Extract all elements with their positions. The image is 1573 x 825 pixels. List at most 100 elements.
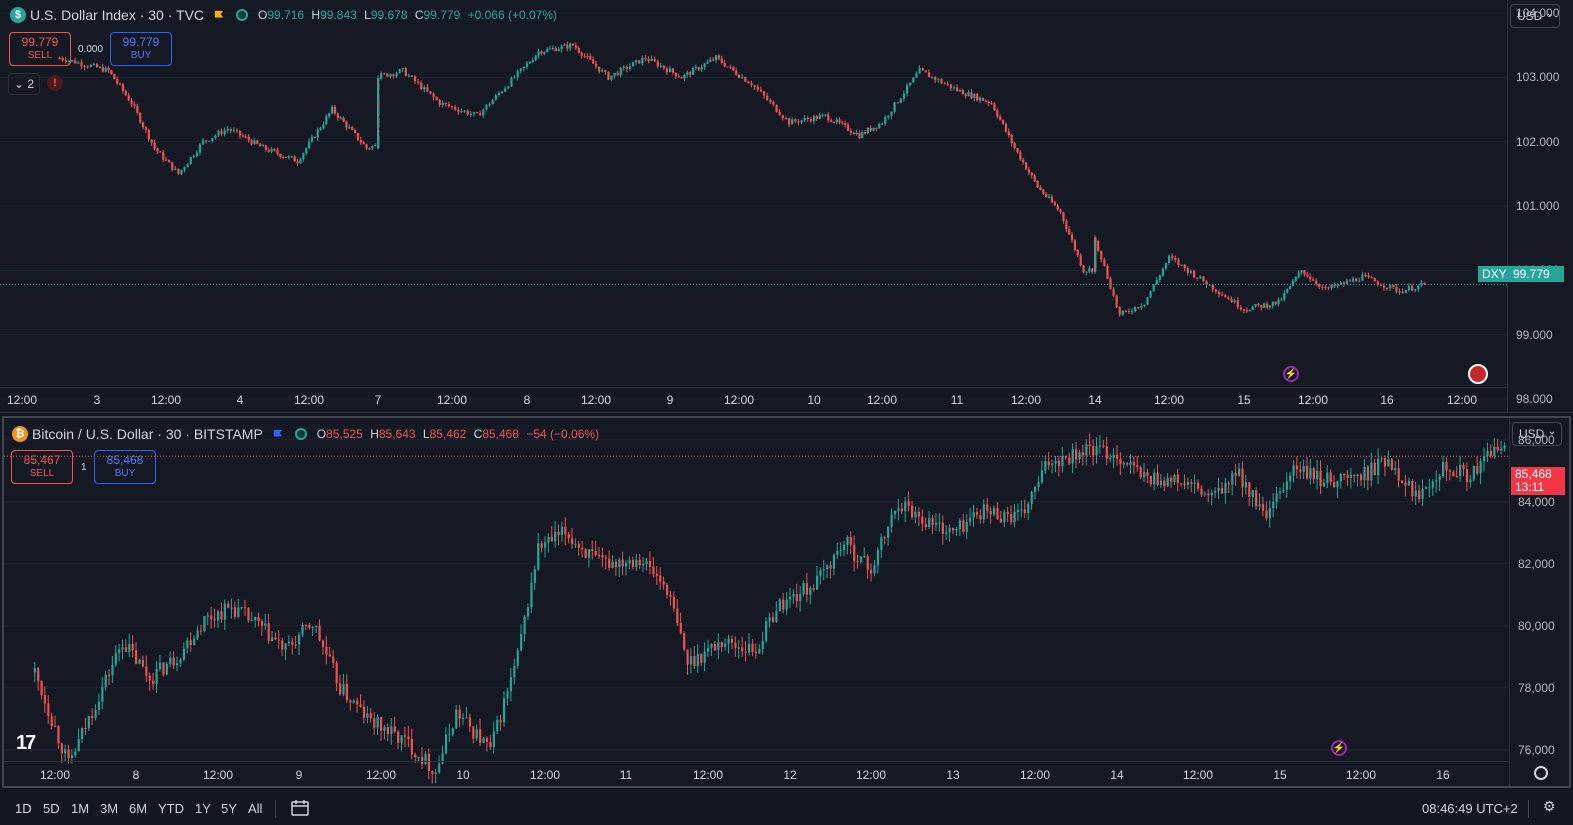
clock-timezone[interactable]: 08:46:49 UTC+2 [1422,801,1518,816]
candle-body [1163,480,1166,487]
btc-chart-canvas[interactable] [4,418,1573,790]
range-button-ytd[interactable]: YTD [158,801,184,816]
candle-body [589,55,592,60]
candle-body [466,110,469,115]
candle-body [594,550,597,556]
candle-body [1088,444,1091,447]
candle-body [271,637,274,642]
candle-body [1489,451,1493,457]
range-button-5y[interactable]: 5Y [221,801,237,816]
candle-body [1386,287,1389,289]
time-axis-label: 16 [1436,768,1450,782]
btc-currency-select[interactable]: USD ⌄ [1512,422,1562,446]
candle-body [328,113,331,117]
btc-sell-button[interactable]: 85,467 SELL [11,450,73,484]
btc-open: 85,525 [326,427,363,441]
candle-body [1326,472,1329,483]
candle-body [282,156,285,158]
candle-body [669,594,672,597]
candle-body [333,106,337,114]
price-axis-label: 101.000 [1516,199,1560,213]
dxy-pane[interactable]: $ U.S. Dollar Index · 30 · TVC O99.716 H… [0,0,1573,413]
candle-body [1377,458,1380,475]
indicators-toggle[interactable]: ⌄ 2 [8,73,40,95]
settings-gear-icon[interactable] [1534,766,1548,780]
candle-body [1106,265,1109,279]
layout-settings-icon[interactable]: ⚙ [1543,798,1556,814]
btc-buy-button[interactable]: 85,468 BUY [94,450,156,484]
candle-body [734,642,737,648]
candle-body [941,522,944,534]
dxy-buy-button[interactable]: 99.779 BUY [110,32,172,66]
candle-body [899,98,902,103]
candle-body [494,95,497,100]
flag-icon[interactable] [214,10,224,20]
candle-body [707,647,710,652]
candle-body [683,633,686,650]
range-button-all[interactable]: All [248,801,263,816]
candle-body [1227,297,1230,299]
candle-body [703,651,706,663]
candle-body [274,637,277,640]
candle-body [407,75,411,77]
candle-body [554,48,557,52]
range-button-1m[interactable]: 1M [71,801,90,816]
alert-icon[interactable]: ! [47,75,63,91]
tradingview-logo-icon[interactable]: 17 [16,732,36,754]
candle-body [592,59,595,64]
candle-body [1112,289,1115,296]
candle-body [809,119,813,122]
candle-body [141,660,145,667]
market-status-icon[interactable] [236,9,249,21]
candle-body [700,67,703,70]
btc-pane[interactable]: ₿ Bitcoin / U.S. Dollar · 30 · BITSTAMP … [2,416,1571,788]
calendar-goto-icon[interactable] [290,799,310,817]
candle-body [291,641,294,645]
candle-body [584,549,587,558]
lightning-icon[interactable]: ⚡ [1331,740,1347,756]
candle-body [876,549,880,566]
candle-body [96,63,99,68]
time-axis-label: 14 [1110,768,1124,782]
dxy-chart-canvas[interactable] [0,0,1573,412]
range-button-1y[interactable]: 1Y [195,801,211,816]
market-status-icon[interactable] [294,428,307,440]
us-flag-event-icon[interactable] [1468,364,1488,384]
candle-body [393,726,396,732]
candle-body [715,55,718,61]
candle-body [1435,480,1438,482]
candle-body [1186,482,1190,485]
candle-body [472,112,476,114]
flag-icon[interactable] [273,429,283,439]
candle-body [208,140,211,142]
candle-body [1361,274,1364,281]
candle-body [67,749,70,759]
candle-body [732,66,735,71]
lightning-icon[interactable]: ⚡ [1283,366,1299,382]
candle-body [377,129,380,132]
dxy-currency-select[interactable]: USD ⌄ [1510,4,1560,28]
candle-body [890,111,893,116]
candle-body [534,55,537,61]
range-button-1d[interactable]: 1D [15,801,32,816]
candle-body [1127,310,1131,312]
candle-body [537,543,540,570]
btc-symbol-title[interactable]: Bitcoin / U.S. Dollar · 30 · BITSTAMP [32,426,263,442]
candle-body [1073,240,1077,250]
dxy-sell-button[interactable]: 99.779 SELL [9,32,71,66]
range-button-5d[interactable]: 5D [43,801,60,816]
range-button-3m[interactable]: 3M [100,801,119,816]
candle-body [150,139,153,143]
candle-body [537,51,540,56]
candle-body [414,76,417,82]
candle-body [737,647,740,649]
range-button-6m[interactable]: 6M [129,801,148,816]
candle-body [1227,483,1230,485]
time-axis-divider [4,761,1509,762]
candle-body [1116,454,1119,459]
dxy-symbol-title[interactable]: U.S. Dollar Index · 30 · TVC [30,7,205,23]
candle-body [395,73,398,76]
candle-body [1404,289,1407,293]
candle-body [846,536,849,545]
candle-body [1076,249,1079,256]
